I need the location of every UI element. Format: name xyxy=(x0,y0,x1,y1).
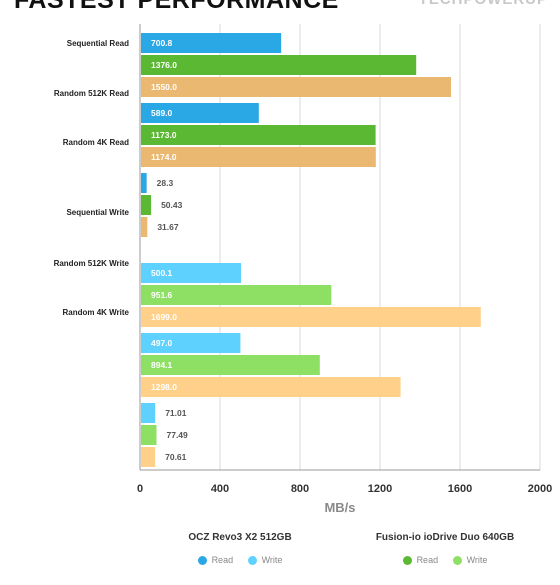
legend-fusion-read-label: Read xyxy=(416,555,439,565)
ocz-read-swatch xyxy=(197,555,207,565)
bar-group1-1 xyxy=(141,33,282,53)
bar-value-label: 1550.0 xyxy=(151,82,177,92)
legend-ocz-write: Write xyxy=(247,555,283,565)
legend-fusion-write-label: Write xyxy=(466,555,488,565)
x-tick-label: 800 xyxy=(291,483,309,495)
bar-value-label: 70.61 xyxy=(165,452,187,462)
legend-ocz-read-label: Read xyxy=(211,555,234,565)
bar-value-label: 951.6 xyxy=(151,290,173,300)
legend-ocz-write-label: Write xyxy=(261,555,283,565)
legend-fusion-write: Write xyxy=(452,555,488,565)
x-tick-label: 1600 xyxy=(448,483,472,495)
bar-group4-1 xyxy=(141,263,242,283)
ocz-write-swatch xyxy=(247,555,257,565)
bar-group1-3 xyxy=(141,77,451,97)
bar-value-label: 1173.0 xyxy=(151,130,177,140)
category-label: Random 512K Write xyxy=(54,259,130,268)
category-label: Random 4K Read xyxy=(63,138,129,147)
bar-value-label: 50.43 xyxy=(161,200,183,210)
bar-group2-2 xyxy=(141,125,376,145)
bar-group3-1 xyxy=(141,173,147,193)
bars: 700.8 1376.0 1550.0 589.0 1173.0 1174.0 28.3 50… xyxy=(141,33,481,467)
bar-value-label: 700.8 xyxy=(151,38,173,48)
bar-value-label: 31.67 xyxy=(157,222,179,232)
bar-group5-3 xyxy=(141,377,401,397)
bar-value-label: 28.3 xyxy=(157,178,174,188)
bar-group2-3 xyxy=(141,147,376,167)
bar-value-label: 1298.0 xyxy=(151,382,177,392)
legend-fusion: Fusion-io ioDrive Duo 640GB Read Write xyxy=(350,532,540,567)
bar-group4-2 xyxy=(141,285,332,305)
bar-group3-3 xyxy=(141,217,148,237)
bar-value-label: 77.49 xyxy=(166,430,188,440)
bar-group6-3 xyxy=(141,447,156,467)
bar-value-label: 589.0 xyxy=(151,108,173,118)
grid-lines xyxy=(139,24,541,471)
x-tick-label: 0 xyxy=(137,483,143,495)
category-label: Random 512K Read xyxy=(54,89,129,98)
fusion-write-swatch xyxy=(452,555,462,565)
legend-fusion-title: Fusion-io ioDrive Duo 640GB xyxy=(375,532,515,543)
bar-group1-2 xyxy=(141,55,417,75)
bar-value-label: 894.1 xyxy=(151,360,173,370)
performance-bar-chart: 700.8 1376.0 1550.0 589.0 1173.0 1174.0 28.3 50… xyxy=(54,24,552,515)
legend-ocz-title: OCZ Revo3 X2 512GB xyxy=(188,532,292,543)
legend-fusion-read: Read xyxy=(402,555,439,565)
fusion-read-swatch xyxy=(402,555,412,565)
x-axis-title: MB/s xyxy=(324,500,355,515)
bar-value-label: 500.1 xyxy=(151,268,173,278)
bar-value-label: 1174.0 xyxy=(151,152,177,162)
site-logo: TECHPOWERUP xyxy=(419,0,548,8)
bar-group5-1 xyxy=(141,333,241,353)
bar-group6-2 xyxy=(141,425,157,445)
bar-value-label: 71.01 xyxy=(165,408,187,418)
page-title: FASTEST PERFORMANCE xyxy=(14,0,339,14)
bar-group5-2 xyxy=(141,355,320,375)
category-labels: Sequential Read Random 512K Read Random 4K… xyxy=(54,39,130,317)
legend-ocz: OCZ Revo3 X2 512GB Read Write xyxy=(150,532,330,567)
bar-value-label: 1699.0 xyxy=(151,312,177,322)
bar-value-label: 497.0 xyxy=(151,338,173,348)
x-tick-label: 400 xyxy=(211,483,229,495)
bar-group2-1 xyxy=(141,103,259,123)
bar-group3-2 xyxy=(141,195,152,215)
category-label: Sequential Write xyxy=(66,208,129,217)
bar-group4-3 xyxy=(141,307,481,327)
x-axis-ticks: 0 400 800 1200 1600 2000 xyxy=(137,483,552,495)
x-tick-label: 2000 xyxy=(528,483,552,495)
legend-ocz-read: Read xyxy=(197,555,234,565)
x-tick-label: 1200 xyxy=(368,483,392,495)
bar-group6-1 xyxy=(141,403,156,423)
category-label: Sequential Read xyxy=(67,39,129,48)
bar-value-label: 1376.0 xyxy=(151,60,177,70)
category-label: Random 4K Write xyxy=(62,308,129,317)
